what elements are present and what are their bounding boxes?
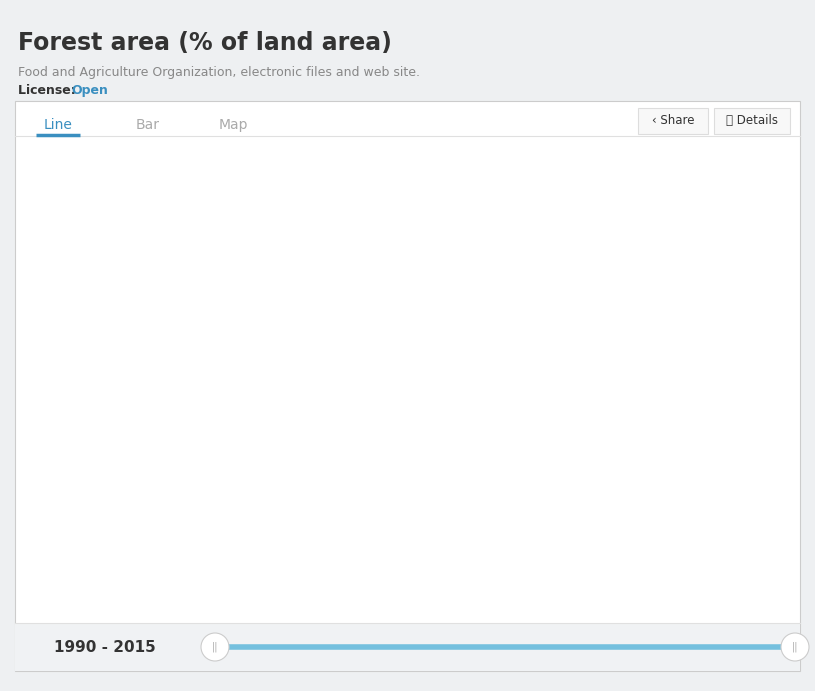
Point — [382, 431, 395, 442]
Bar — [714, 108, 790, 134]
Point — [409, 446, 422, 457]
Point — [679, 528, 692, 539]
Point — [275, 356, 288, 367]
Text: WORLD: WORLD — [744, 549, 788, 559]
Text: 1990 - 2015: 1990 - 2015 — [54, 639, 156, 654]
Text: Food and Agriculture Organization, electronic files and web site.: Food and Agriculture Organization, elect… — [18, 66, 420, 79]
Text: Map: Map — [218, 118, 248, 132]
Text: Line: Line — [43, 118, 73, 132]
Point — [248, 331, 261, 342]
Text: ⓘ Details: ⓘ Details — [726, 113, 778, 126]
Text: ||: || — [791, 642, 798, 652]
Point — [598, 521, 611, 532]
Text: ‹ Share: ‹ Share — [652, 113, 694, 126]
Point — [86, 220, 99, 231]
Point — [464, 474, 477, 485]
Point — [328, 399, 341, 410]
Bar — [15, 623, 800, 671]
Point — [652, 513, 665, 524]
Point — [491, 489, 504, 500]
Circle shape — [781, 633, 809, 661]
Bar — [15, 101, 800, 671]
Point — [760, 571, 773, 582]
Point — [167, 270, 180, 281]
Text: %: % — [37, 173, 49, 187]
Text: ||: || — [212, 642, 218, 652]
Text: License:: License: — [18, 84, 80, 97]
Point — [113, 234, 126, 245]
Point — [355, 417, 368, 428]
Text: Open: Open — [71, 84, 108, 97]
Point — [544, 510, 557, 521]
Point — [733, 553, 746, 564]
Point — [625, 507, 638, 518]
Text: Forest area (% of land area): Forest area (% of land area) — [18, 31, 392, 55]
Point — [140, 256, 153, 267]
Circle shape — [201, 633, 229, 661]
Point — [571, 518, 584, 529]
Point — [302, 377, 315, 388]
Text: Bar: Bar — [136, 118, 160, 132]
Point — [518, 500, 531, 511]
Point — [221, 313, 234, 324]
Point — [437, 460, 450, 471]
Point — [194, 285, 207, 296]
Point — [706, 539, 719, 550]
Bar — [638, 108, 708, 134]
